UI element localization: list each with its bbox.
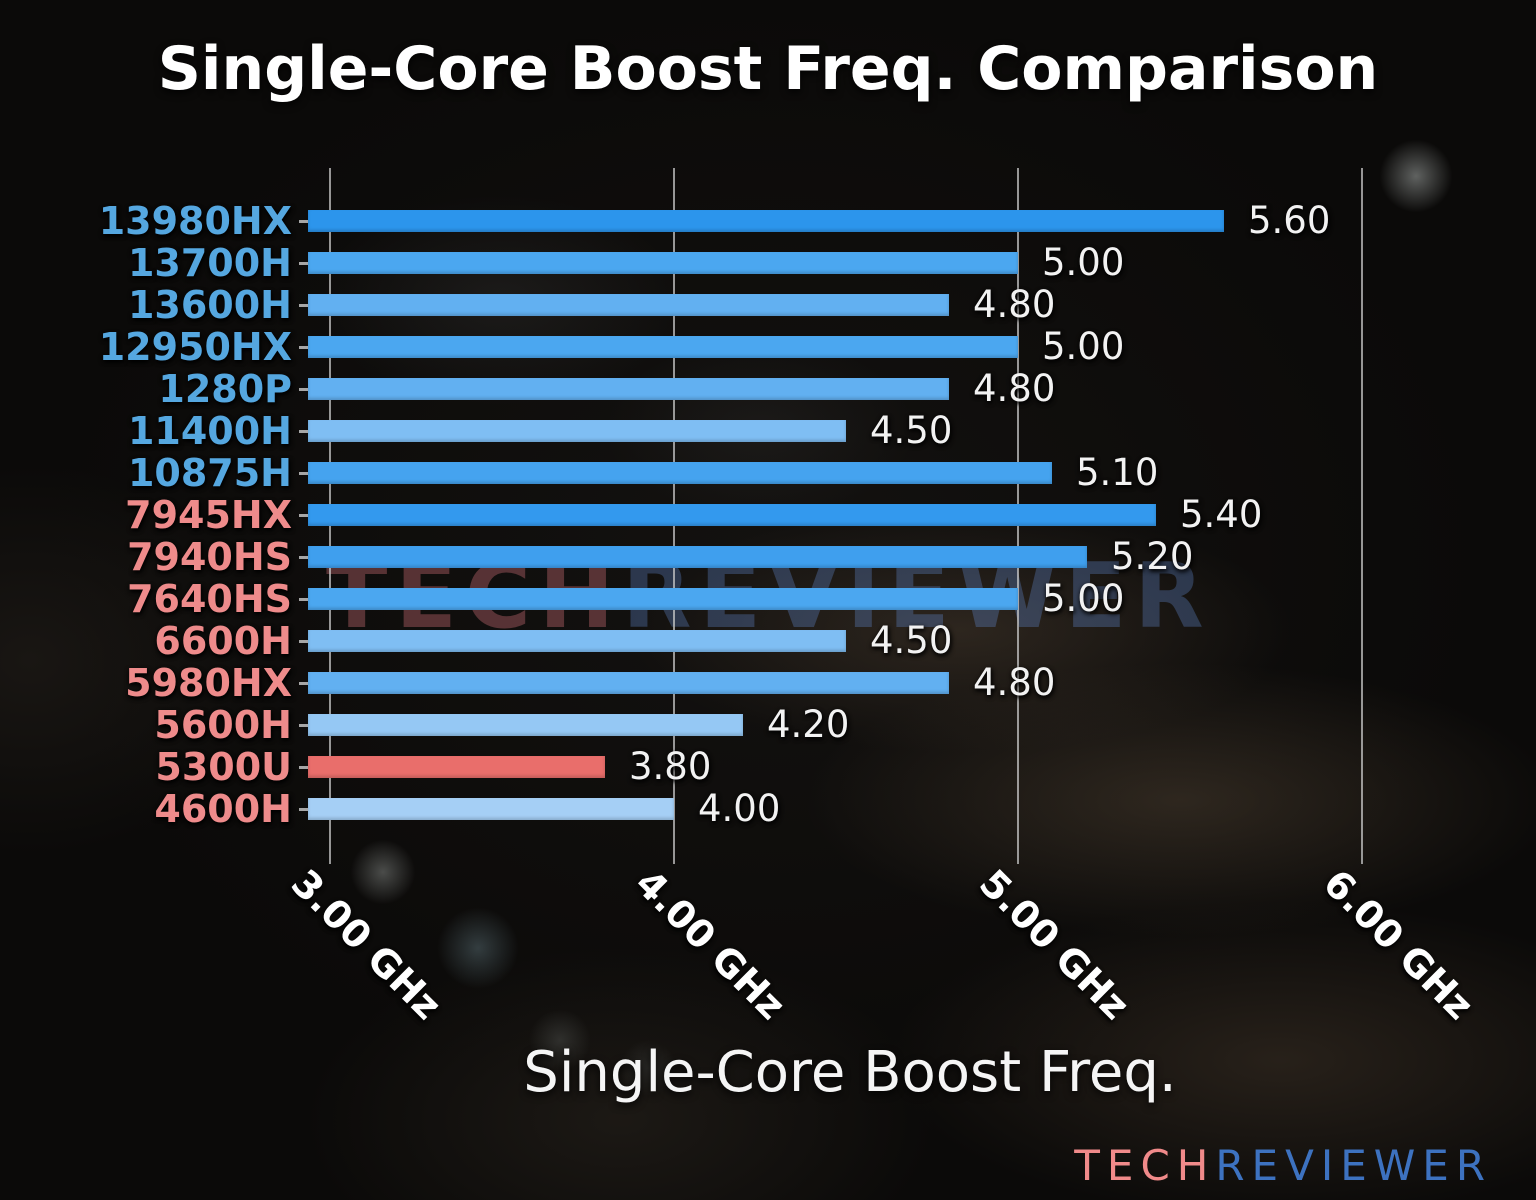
x-tick-label-5.00-ghz: 5.00 GHz [970,861,1138,1028]
y-axis-tick [299,640,308,643]
value-label-13700H: 5.00 [1042,241,1125,284]
value-label-11400H: 4.50 [870,409,953,452]
bar-13980HX [308,210,1224,232]
x-tick-label-6.00-ghz: 6.00 GHz [1314,861,1482,1028]
category-label-7640HS: 7640HS [127,577,292,621]
bar-1280P [308,378,949,400]
y-axis-tick [299,682,308,685]
y-axis-tick [299,598,308,601]
bar-7940HS [308,546,1087,568]
y-axis-tick [299,472,308,475]
value-label-6600H: 4.50 [870,619,953,662]
bar-7640HS [308,588,1018,610]
y-axis-tick [299,304,308,307]
bar-5300U [308,756,605,778]
value-label-13600H: 4.80 [973,283,1056,326]
brand-logo-reviewer: REVIEWER [1215,1141,1492,1190]
category-label-13700H: 13700H [127,241,292,285]
value-label-4600H: 4.00 [698,787,781,830]
bar-12950HX [308,336,1018,358]
value-label-5980HX: 4.80 [973,661,1056,704]
y-axis-tick [299,724,308,727]
category-label-12950HX: 12950HX [98,325,292,369]
bar-7945HX [308,504,1156,526]
chart-title: Single-Core Boost Freq. Comparison [157,34,1379,104]
y-axis-tick [299,346,308,349]
bar-6600H [308,630,846,652]
x-axis-tick [1361,850,1363,864]
x-tick-label-3.00-ghz: 3.00 GHz [282,861,450,1028]
y-axis-tick [299,430,308,433]
x-tick-label-4.00-ghz: 4.00 GHz [626,861,794,1028]
value-label-7945HX: 5.40 [1180,493,1263,536]
y-axis-tick [299,556,308,559]
y-axis-tick [299,808,308,811]
category-label-5300U: 5300U [155,745,292,789]
y-axis-tick [299,514,308,517]
category-label-5600H: 5600H [154,703,292,747]
category-label-11400H: 11400H [127,409,292,453]
brand-logo: TECHREVIEWER [1074,1145,1492,1187]
value-label-12950HX: 5.00 [1042,325,1125,368]
y-axis-tick [299,388,308,391]
category-label-1280P: 1280P [158,367,292,411]
category-label-13980HX: 13980HX [98,199,292,243]
category-label-6600H: 6600H [154,619,292,663]
category-label-4600H: 4600H [154,787,292,831]
category-label-13600H: 13600H [127,283,292,327]
y-axis-tick [299,220,308,223]
brand-logo-tech: TECH [1074,1141,1216,1190]
value-label-5300U: 3.80 [629,745,712,788]
bar-4600H [308,798,674,820]
value-label-13980HX: 5.60 [1248,199,1331,242]
x-axis-title: Single-Core Boost Freq. [523,1040,1177,1105]
x-axis-tick [1017,850,1019,864]
bar-10875H [308,462,1052,484]
x-axis-tick [673,850,675,864]
gridline-6.00-ghz [1361,168,1363,850]
x-axis-tick [329,850,331,864]
bar-5600H [308,714,743,736]
bar-13700H [308,252,1018,274]
y-axis-tick [299,766,308,769]
value-label-7640HS: 5.00 [1042,577,1125,620]
y-axis-tick [299,262,308,265]
bar-11400H [308,420,846,442]
value-label-10875H: 5.10 [1076,451,1159,494]
category-label-10875H: 10875H [127,451,292,495]
category-label-7945HX: 7945HX [125,493,292,537]
bar-5980HX [308,672,949,694]
bar-13600H [308,294,949,316]
value-label-1280P: 4.80 [973,367,1056,410]
value-label-7940HS: 5.20 [1111,535,1194,578]
category-label-7940HS: 7940HS [127,535,292,579]
value-label-5600H: 4.20 [767,703,850,746]
category-label-5980HX: 5980HX [125,661,292,705]
